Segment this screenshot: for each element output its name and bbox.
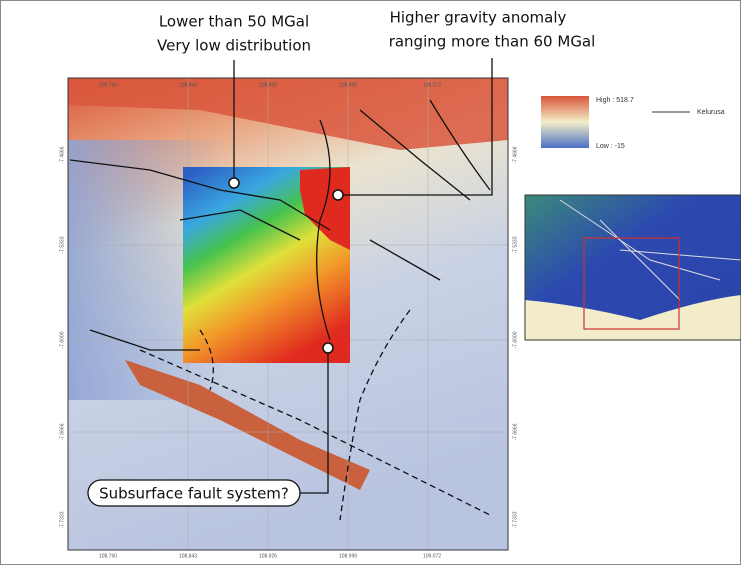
annotation: ranging more than 60 MGal xyxy=(389,33,596,51)
annotation: Very low distribution xyxy=(157,37,311,55)
figure: 108.760 108.760 108.843 108.843 108.926 108.9… xyxy=(0,0,741,565)
lat-tick-label: -7.7333 xyxy=(512,511,518,528)
lon-tick-label: 108.926 xyxy=(259,82,277,88)
lon-tick-label: 108.760 xyxy=(99,82,117,88)
lon-tick-label: 108.760 xyxy=(99,553,117,559)
lat-tick-label: -7.6000 xyxy=(59,331,65,348)
map-figure: 108.760 108.760 108.843 108.843 108.926 108.9… xyxy=(0,0,741,565)
lat-tick-label: -7.5333 xyxy=(512,236,518,253)
legend-line: Kelurusa xyxy=(697,109,725,116)
legend-low: Low : -15 xyxy=(596,143,625,150)
annotation: Subsurface fault system? xyxy=(99,485,289,503)
lat-tick-label: -7.6666 xyxy=(59,423,65,440)
annotation: Higher gravity anomaly xyxy=(390,9,567,27)
lon-tick-label: 109.072 xyxy=(423,82,441,88)
lat-tick-label: -7.6000 xyxy=(512,331,518,348)
lon-tick-label: 108.999 xyxy=(339,553,357,559)
lat-tick-label: -7.6666 xyxy=(512,423,518,440)
legend-high: High : 518.7 xyxy=(596,97,634,104)
lat-tick-label: -7.4666 xyxy=(512,146,518,163)
annotation: Lower than 50 MGal xyxy=(159,13,309,31)
lon-tick-label: 108.926 xyxy=(259,553,277,559)
lat-tick-label: -7.5333 xyxy=(59,236,65,253)
legend-colorbar xyxy=(541,96,589,148)
lat-tick-label: -7.7333 xyxy=(59,511,65,528)
lon-tick-label: 109.072 xyxy=(423,553,441,559)
lon-tick-label: 108.843 xyxy=(179,82,197,88)
lon-tick-label: 108.999 xyxy=(339,82,357,88)
lon-tick-label: 108.843 xyxy=(179,553,197,559)
lat-tick-label: -7.4666 xyxy=(59,146,65,163)
